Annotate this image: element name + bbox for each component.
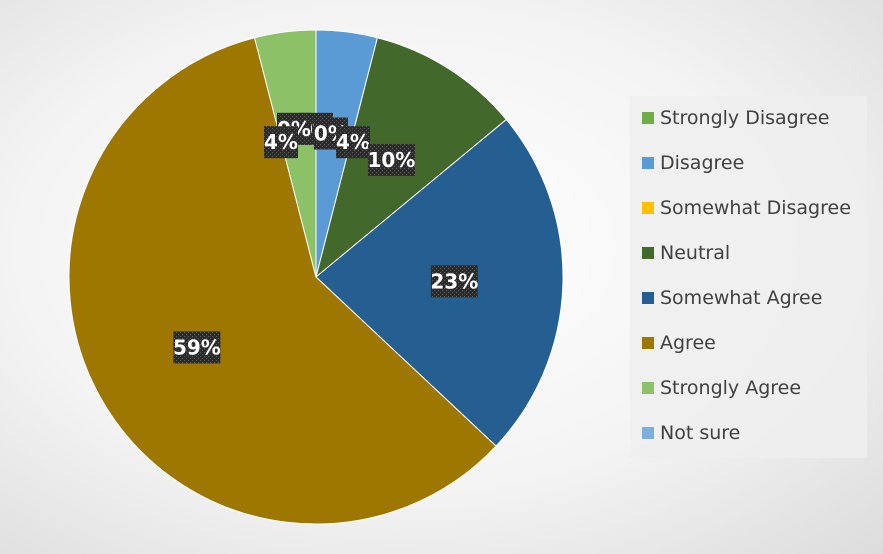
data-label-agree: 59% (173, 331, 221, 364)
data-label-text: 59% (173, 335, 221, 359)
data-label-neutral: 10% (367, 143, 415, 176)
data-label-strongly-agree: 4% (264, 126, 298, 159)
legend-label: Agree (660, 332, 716, 354)
legend-swatch (642, 202, 654, 214)
legend-swatch (642, 292, 654, 304)
legend-item-somewhat-agree: Somewhat Agree (642, 286, 822, 310)
legend-label: Not sure (660, 422, 741, 444)
slice-agree (68, 37, 497, 525)
data-label-text: 4% (264, 130, 298, 154)
data-label-box (430, 265, 478, 298)
legend-swatch (642, 382, 654, 394)
legend-item-neutral: Neutral (642, 241, 730, 265)
data-label-box (173, 331, 221, 364)
legend-swatch (642, 157, 654, 169)
data-label-box (264, 126, 298, 159)
data-label-text: 10% (367, 148, 415, 172)
legend-swatch (642, 247, 654, 259)
data-label-disagree: 4% (336, 126, 370, 159)
legend-label: Strongly Disagree (660, 107, 830, 129)
data-label-text: 4% (336, 130, 370, 154)
legend-label: Somewhat Disagree (660, 197, 851, 219)
legend-label: Neutral (660, 242, 731, 264)
legend: Strongly Disagree Disagree Somewhat Disagr… (630, 96, 867, 458)
data-label-somewhat-agree: 23% (430, 265, 478, 298)
legend-item-strongly-disagree: Strongly Disagree (642, 106, 829, 130)
data-label-box (336, 126, 370, 159)
data-label-box (367, 143, 415, 176)
data-label-text: 23% (430, 269, 478, 293)
legend-label: Disagree (660, 152, 745, 174)
legend-item-disagree: Disagree (642, 151, 744, 175)
legend-item-somewhat-disagree: Somewhat Disagree (642, 196, 851, 220)
legend-item-agree: Agree (642, 331, 716, 355)
legend-item-not-sure: Not sure (642, 421, 740, 445)
legend-item-strongly-agree: Strongly Agree (642, 376, 801, 400)
legend-label: Strongly Agree (660, 377, 802, 399)
legend-swatch (642, 427, 654, 439)
legend-label: Somewhat Agree (660, 287, 823, 309)
legend-swatch (642, 337, 654, 349)
legend-swatch (642, 112, 654, 124)
